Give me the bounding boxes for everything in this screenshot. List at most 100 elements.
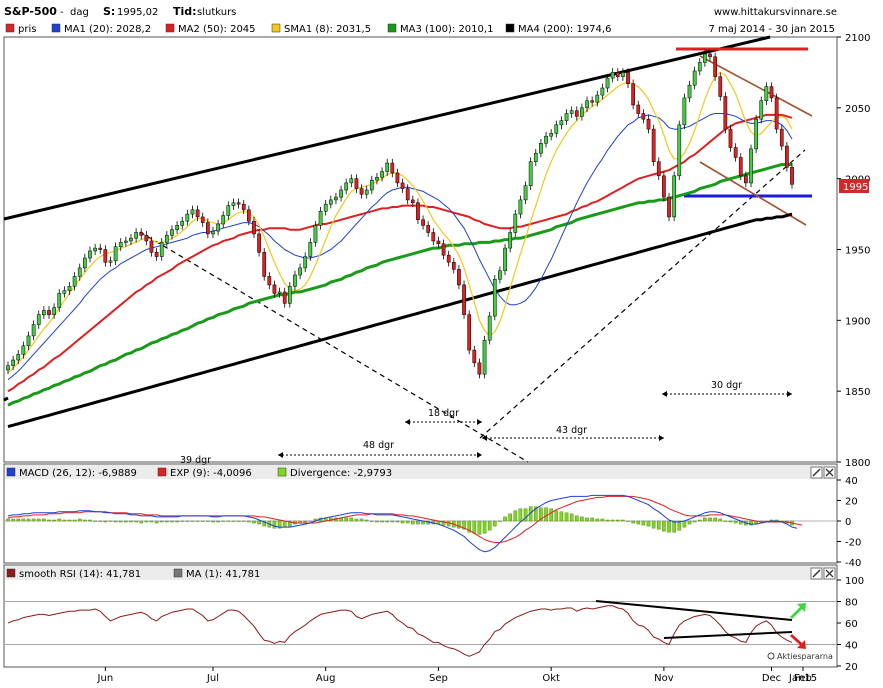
candle xyxy=(57,293,62,308)
legend-swatch xyxy=(165,23,175,33)
y-tick-label: 20 xyxy=(845,662,858,673)
candle xyxy=(549,133,554,137)
divergence-bar xyxy=(595,518,600,522)
candle xyxy=(221,215,226,225)
candle xyxy=(626,72,630,84)
divergence-bar xyxy=(539,507,543,522)
divergence-bar xyxy=(252,520,256,524)
candle xyxy=(77,267,82,277)
candle xyxy=(31,324,36,337)
divergence-bar xyxy=(282,520,287,528)
macd-legend-bar xyxy=(5,465,836,479)
candle xyxy=(118,242,123,247)
divergence-bar xyxy=(477,520,482,535)
y-tick-label: 1850 xyxy=(845,387,870,398)
divergence-bar xyxy=(272,520,277,529)
divergence-bar xyxy=(574,515,579,522)
candle xyxy=(662,175,666,198)
candle xyxy=(482,339,487,375)
rsi-line xyxy=(7,605,793,657)
divergence-bar xyxy=(72,519,77,522)
divergence-bar xyxy=(728,520,733,523)
divergence-bar xyxy=(175,520,179,523)
divergence-bar xyxy=(231,520,236,522)
candle xyxy=(728,128,733,148)
divergence-bar xyxy=(165,520,169,523)
divergence-bar xyxy=(472,520,477,534)
divergence-bar xyxy=(580,516,584,522)
candle xyxy=(636,104,641,114)
header-site: www.hittakursvinnare.se xyxy=(714,7,837,18)
divergence-bar xyxy=(52,519,56,522)
divergence-bar xyxy=(513,510,518,522)
x-tick-label: Dec xyxy=(762,673,781,684)
candle xyxy=(523,185,528,201)
candle xyxy=(646,118,651,130)
candle xyxy=(159,242,164,257)
candle xyxy=(26,335,31,347)
legend-swatch xyxy=(505,23,515,33)
candle xyxy=(67,286,72,291)
candle xyxy=(139,232,144,236)
candle xyxy=(410,199,415,204)
candle xyxy=(11,359,15,366)
rsi-panel-frame xyxy=(3,564,838,668)
candle xyxy=(190,209,195,215)
candle xyxy=(498,270,502,280)
rsi-lower-trendline xyxy=(663,631,793,639)
macd-panel-frame xyxy=(3,463,838,564)
divergence-bar xyxy=(31,518,36,522)
candle xyxy=(457,269,461,286)
candle xyxy=(656,161,661,177)
divergence-bar xyxy=(262,520,267,527)
macd-line xyxy=(7,494,798,553)
ma100-line xyxy=(7,163,792,407)
divergence-bar xyxy=(559,511,564,522)
candle xyxy=(149,240,154,253)
divergence-bar xyxy=(651,520,656,529)
divergence-bar xyxy=(621,519,625,522)
header-date-range: 7 maj 2014 - 30 jan 2015 xyxy=(708,24,835,35)
candle xyxy=(621,72,625,77)
divergence-bar xyxy=(641,520,646,526)
header-period: dag xyxy=(70,7,89,18)
candle xyxy=(395,172,400,184)
candle xyxy=(369,179,374,191)
divergence-bar xyxy=(221,520,226,522)
legend-label: Divergence: -2,9793 xyxy=(290,468,392,479)
divergence-bar xyxy=(170,520,174,523)
candle xyxy=(380,171,384,178)
divergence-bar xyxy=(462,520,466,530)
candle xyxy=(631,83,636,106)
candle xyxy=(513,213,518,233)
candle xyxy=(533,152,538,162)
macd-panel-buttons xyxy=(810,466,836,479)
candle xyxy=(359,188,364,195)
legend-label: pris xyxy=(18,24,36,35)
divergence-bar xyxy=(159,520,164,523)
candle xyxy=(129,237,133,242)
divergence-bar xyxy=(77,518,82,522)
candle xyxy=(416,202,420,220)
divergence-bar xyxy=(57,518,62,522)
candle xyxy=(211,230,215,235)
y-tick-label: 0 xyxy=(845,517,851,528)
legend-label: MACD (26, 12): -6,9889 xyxy=(19,468,137,479)
divergence-bar xyxy=(93,520,97,522)
divergence-bar xyxy=(385,520,389,523)
legend-swatch xyxy=(173,568,183,578)
last-price-tag-bg xyxy=(839,179,869,193)
candle xyxy=(364,189,369,195)
y-tick-label: 100 xyxy=(845,576,864,587)
trendlines xyxy=(3,35,813,463)
candle xyxy=(503,247,507,271)
candle xyxy=(262,252,267,277)
divergence-bar xyxy=(154,520,159,524)
lower-channel-line xyxy=(3,396,9,402)
candle xyxy=(554,124,559,134)
divergence-bar xyxy=(610,519,615,522)
y-tick-label: 40 xyxy=(845,641,858,652)
x-tick-label: Feb xyxy=(794,673,812,684)
candle xyxy=(467,314,472,351)
divergence-bar xyxy=(457,520,461,529)
